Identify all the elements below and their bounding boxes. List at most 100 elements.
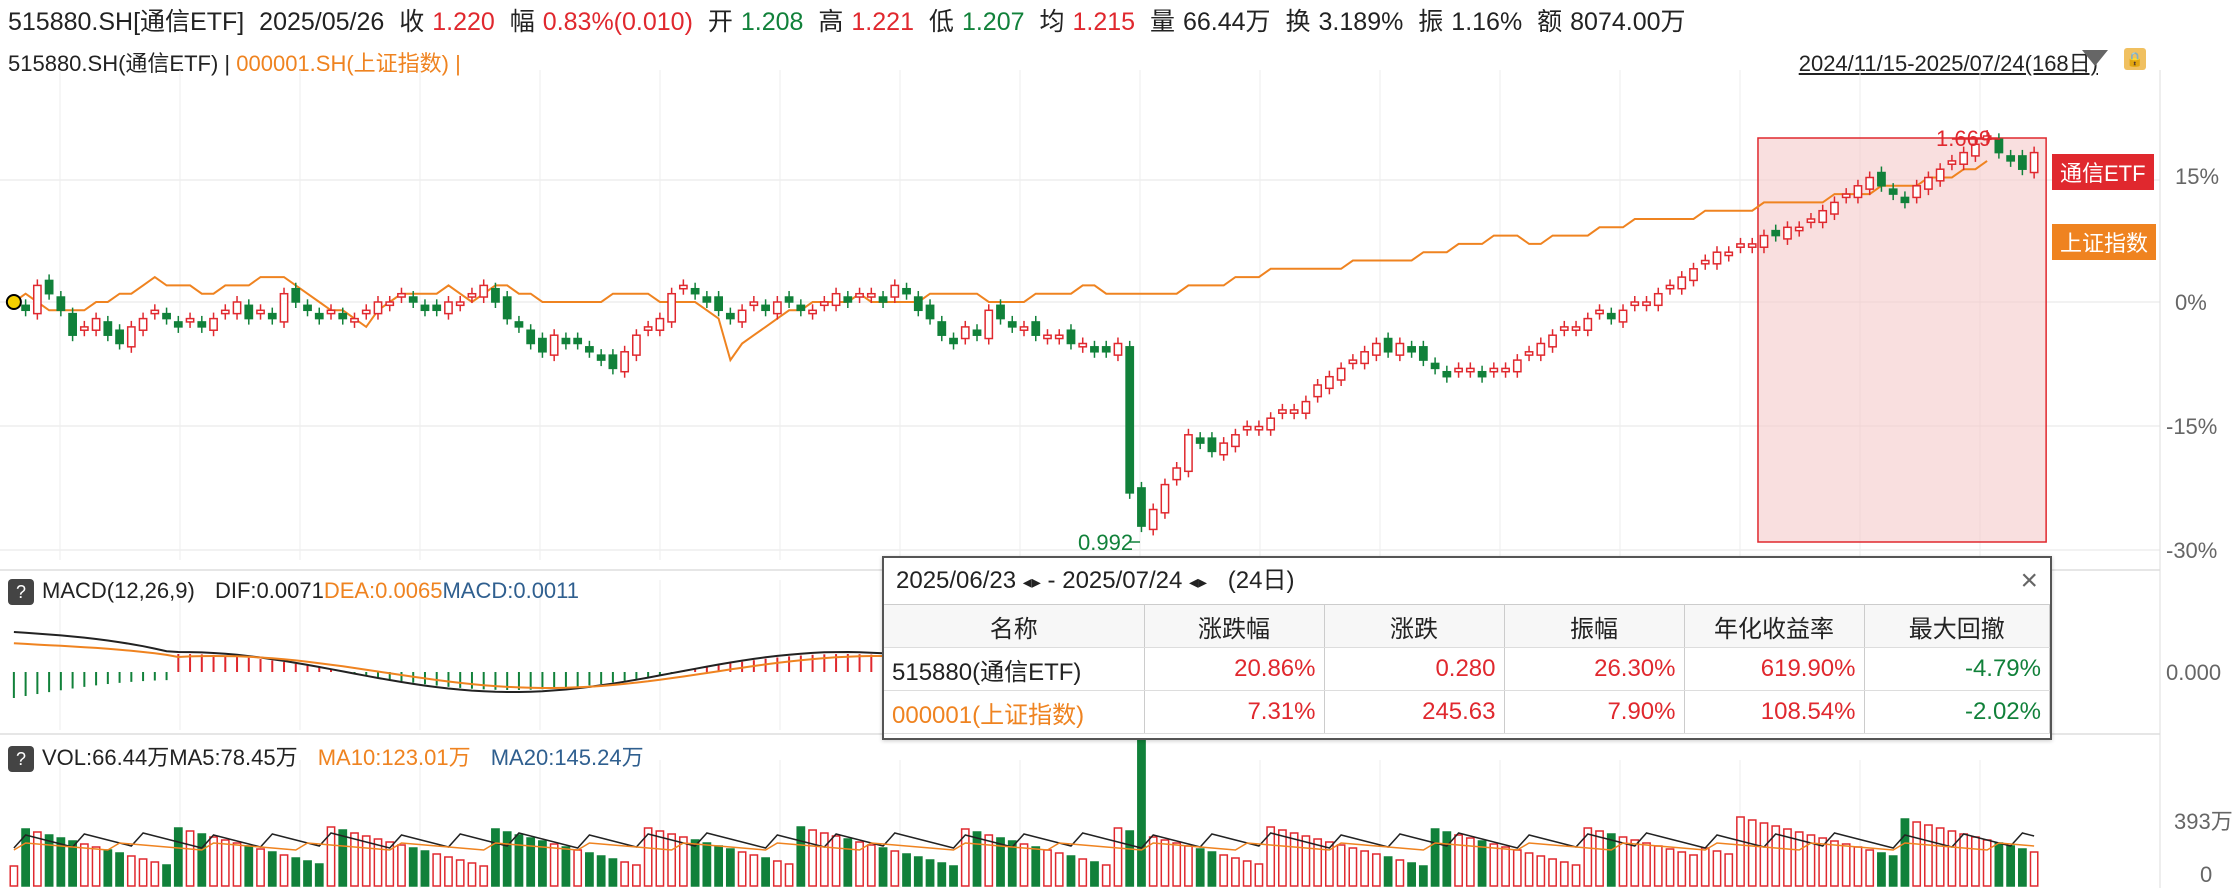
volume-bar: [690, 839, 700, 887]
volume-bar: [1642, 842, 1651, 887]
vol-title-row: ? VOL:66.44万MA5:78.45万 MA10:123.01万 MA20:…: [8, 740, 644, 773]
volume-bar: [678, 836, 688, 887]
volume-bar: [702, 842, 712, 887]
volume-bar: [819, 832, 829, 887]
candle-body: [1747, 243, 1757, 248]
volume-bar: [1900, 818, 1910, 887]
volume-bar: [1007, 840, 1017, 887]
avg-value: 1.215: [1072, 8, 1136, 36]
help-icon[interactable]: ?: [8, 746, 34, 773]
candle-body: [291, 287, 301, 303]
help-icon[interactable]: ?: [8, 579, 34, 606]
cell-chg: 7.31%: [1144, 690, 1325, 734]
avg-label: 均: [1039, 8, 1065, 36]
compare-header: 2025/06/23 ◂▸ - 2025/07/24 ◂▸ (24日) ×: [884, 558, 2050, 605]
axis-label-neg15: -15%: [2166, 414, 2218, 439]
volume-bar: [291, 857, 301, 887]
high-annotation: 1.669: [1936, 126, 1992, 151]
volume-bar: [1313, 838, 1323, 887]
compare-end: 2025/07/24: [1062, 567, 1183, 594]
arrows-icon[interactable]: ◂▸: [1022, 572, 1041, 592]
volume-bar: [1066, 855, 1076, 887]
volume-bar: [1231, 857, 1240, 887]
candle-body: [996, 304, 1005, 320]
volume-bar: [925, 859, 935, 887]
cell-drawdown: -4.79%: [1864, 647, 2050, 691]
range-label[interactable]: 2024/11/15-2025/07/24(168日): [1798, 51, 2098, 76]
cell-delta: 0.280: [1324, 647, 1505, 691]
candle-body: [303, 304, 312, 312]
candle-body: [1207, 437, 1217, 453]
candle-body: [1254, 425, 1264, 431]
candle-body: [385, 301, 395, 307]
col-header: 涨跌: [1324, 605, 1505, 648]
quote-bar: 515880.SH[通信ETF] 2025/05/26 收 1.220 幅 0.83…: [8, 2, 1694, 42]
macd-dif: DIF:0.0071: [214, 578, 324, 603]
candle-body: [1583, 317, 1593, 331]
volume-bar: [115, 852, 124, 887]
volume-bar: [1959, 833, 1969, 887]
candle-body: [138, 317, 148, 331]
chg-value: 0.83%(0.010): [542, 8, 693, 36]
legend-compare[interactable]: 000001.SH(上证指数): [236, 51, 449, 76]
volume-bar: [1360, 850, 1370, 887]
volume-bar: [1841, 843, 1851, 887]
volume-bar: [1700, 847, 1710, 887]
candle-body: [1113, 342, 1123, 356]
candle-body: [1959, 151, 1969, 165]
cell-delta: 245.63: [1324, 690, 1505, 734]
table-row: 000001(上证指数) 7.31% 245.63 7.90% 108.54% …: [884, 690, 2050, 734]
volume-bar: [561, 846, 571, 887]
compare-days: (24日): [1227, 567, 1295, 594]
compare-table: 名称 涨跌幅 涨跌 振幅 年化收益率 最大回撤 515880(通信ETF) 20…: [884, 605, 2050, 734]
amp-value: 1.16%: [1451, 8, 1523, 36]
volume-bar: [1125, 830, 1135, 887]
dropdown-arrow-icon[interactable]: [2082, 50, 2108, 66]
candle-body: [1665, 284, 1675, 290]
candle-body: [1947, 160, 1957, 165]
volume-bar: [1747, 819, 1757, 887]
candle-body: [162, 312, 171, 320]
legend-sep: |: [218, 51, 237, 76]
candle-body: [1195, 437, 1205, 444]
volume-bar: [843, 838, 853, 887]
candle-body: [1595, 309, 1604, 315]
volume-bar: [1512, 849, 1522, 887]
candle-body: [714, 296, 724, 312]
volume-bar: [1595, 830, 1604, 887]
candle-body: [1642, 301, 1651, 307]
volume-bar: [1113, 827, 1123, 887]
compare-header-row: 名称 涨跌幅 涨跌 振幅 年化收益率 最大回撤: [884, 605, 2050, 648]
candle-body: [338, 312, 348, 320]
candle-body: [479, 284, 489, 298]
candle-body: [1818, 209, 1828, 224]
candle-body: [1301, 400, 1311, 414]
candle-body: [444, 301, 453, 315]
volume-bar: [1289, 832, 1299, 887]
candle-body: [1677, 276, 1687, 290]
candle-body: [1418, 346, 1428, 361]
close-icon[interactable]: ×: [2020, 564, 2038, 597]
lock-icon[interactable]: 🔒: [2124, 48, 2146, 70]
candle-body: [232, 301, 242, 315]
macd-value: MACD:0.0011: [442, 578, 579, 603]
quote-symbol: 515880.SH[通信ETF]: [8, 8, 245, 36]
legend-main[interactable]: 515880.SH(通信ETF): [8, 51, 219, 76]
volume-bar: [1254, 863, 1264, 887]
low-value: 1.207: [961, 8, 1025, 36]
candle-body: [1125, 346, 1135, 494]
volume-bar: [432, 853, 442, 887]
volume-bar: [21, 828, 31, 887]
candle-body: [103, 321, 113, 336]
arrows-icon[interactable]: ◂▸: [1189, 572, 1208, 592]
volume-bar: [1994, 842, 2004, 887]
macd-axis-zero: 0.000: [2166, 660, 2222, 685]
volume-bar: [1982, 839, 1992, 887]
volume-bar: [138, 858, 148, 887]
candle-body: [1430, 362, 1440, 370]
volume-bar: [1278, 829, 1287, 887]
volume-bar: [1571, 864, 1581, 887]
candle-body: [244, 304, 254, 320]
cell-amp: 26.30%: [1504, 647, 1685, 691]
